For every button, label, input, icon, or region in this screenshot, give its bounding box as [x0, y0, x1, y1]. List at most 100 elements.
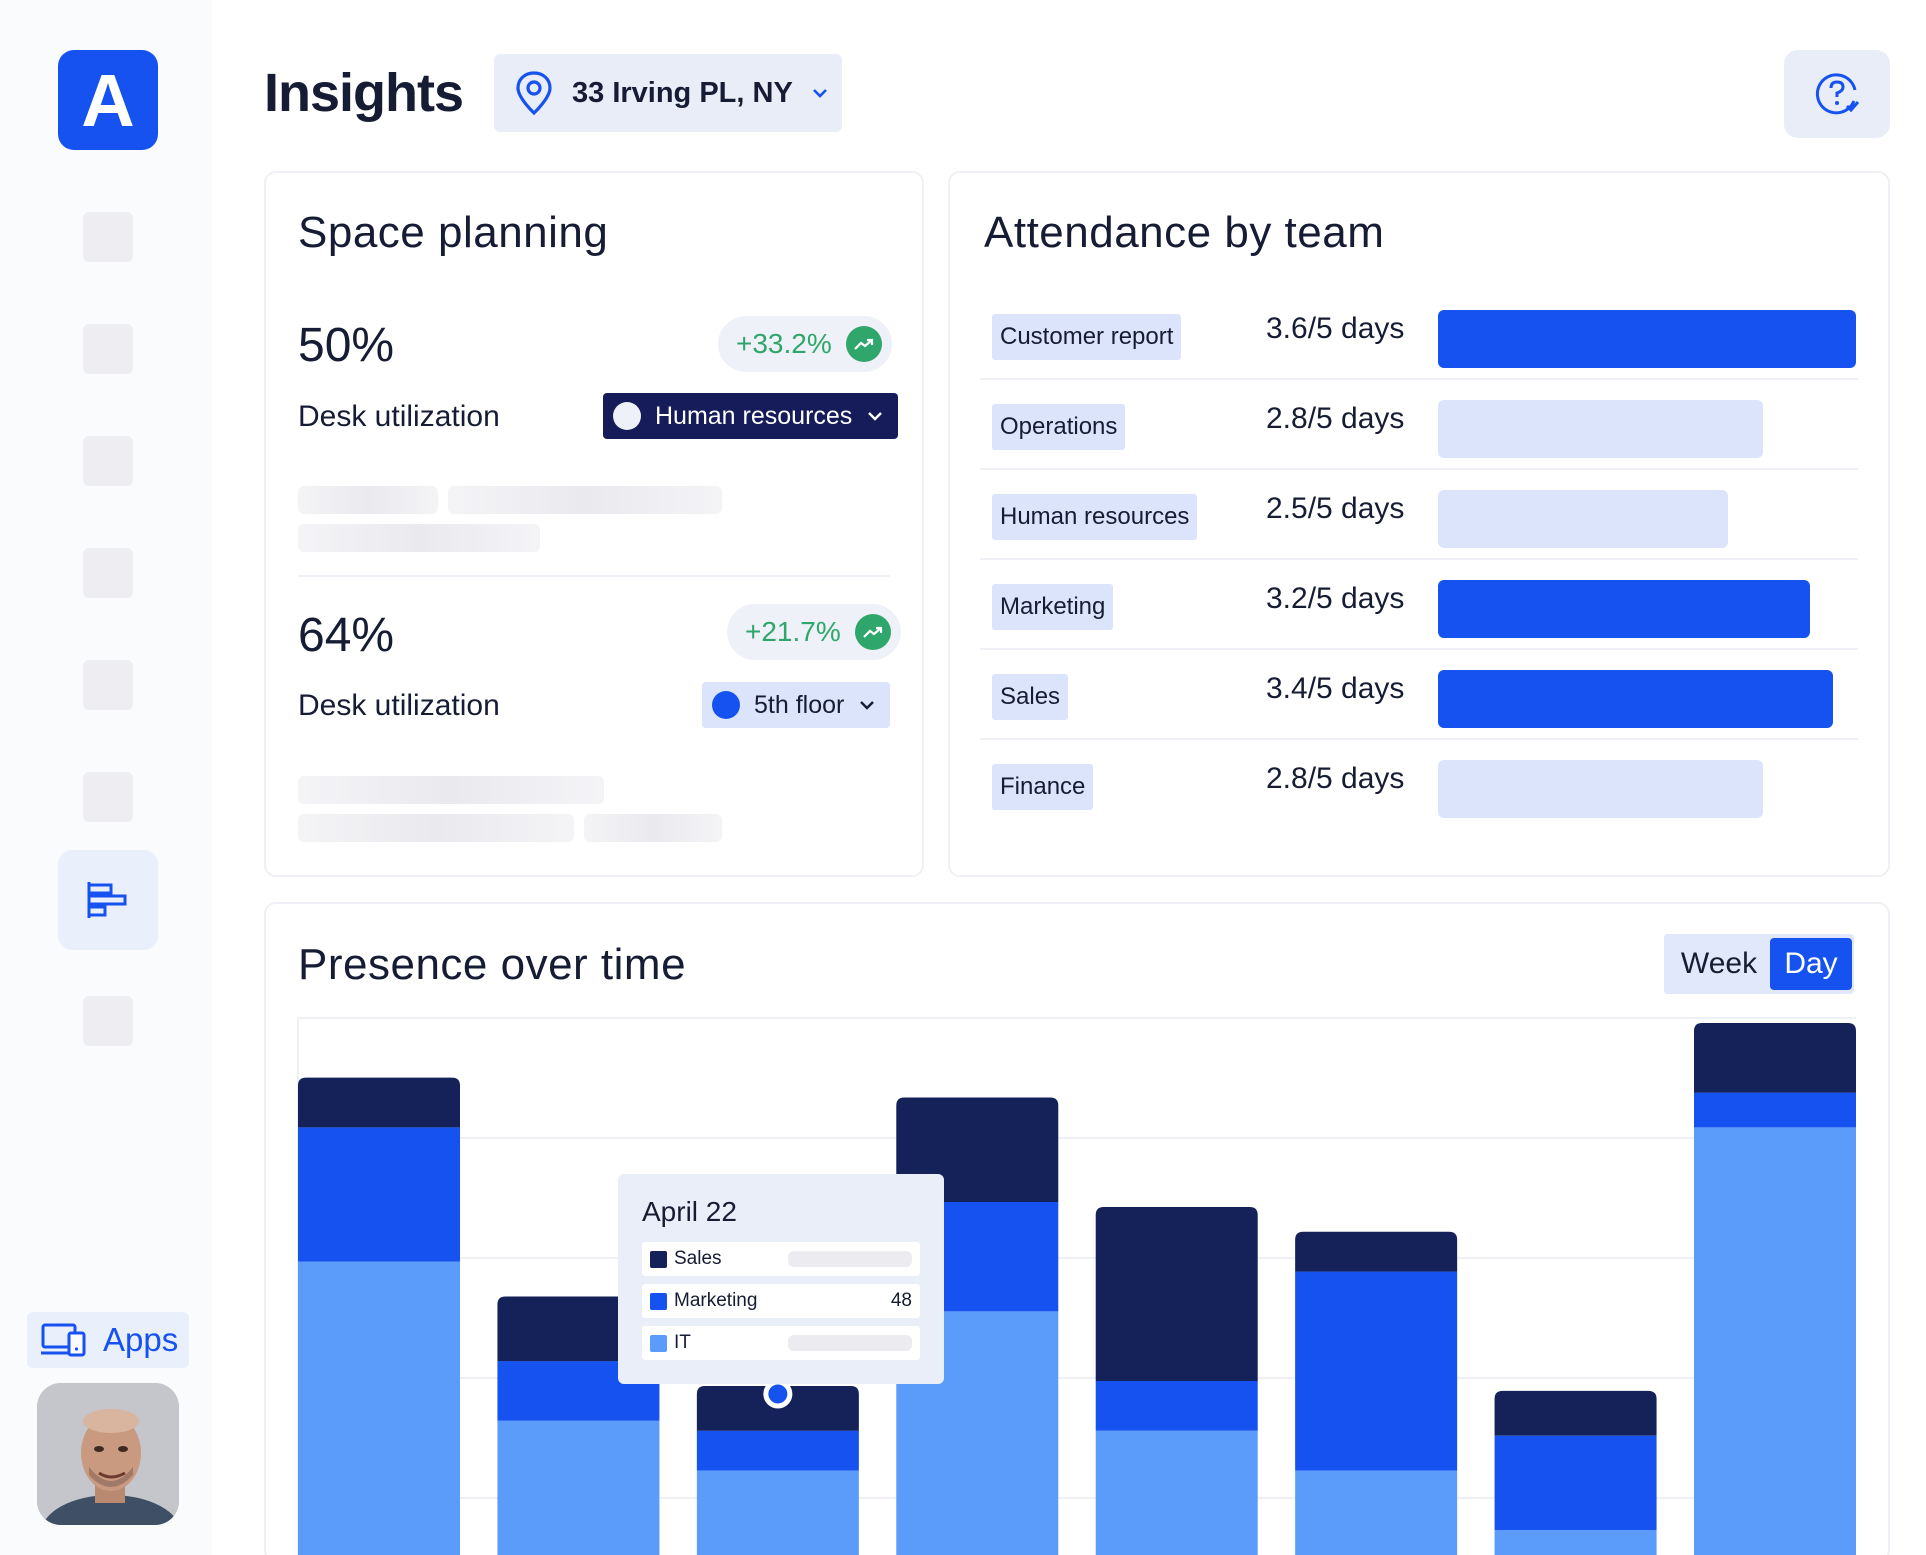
floor-filter-dropdown[interactable]: 5th floor: [702, 682, 891, 728]
team-days: 3.4/5 days: [1266, 672, 1405, 705]
toggle-week[interactable]: Week: [1680, 947, 1758, 980]
avatar-portrait: [37, 1383, 179, 1525]
toggle-day[interactable]: Day: [1770, 938, 1852, 990]
bar-segment-sales: [298, 1077, 460, 1128]
change-badge: +21.7%: [727, 604, 901, 660]
team-days: 3.6/5 days: [1266, 312, 1405, 345]
bar-segment-sales: [1694, 1022, 1856, 1093]
team-tag[interactable]: Marketing: [992, 584, 1114, 630]
chevron-down-icon: [868, 412, 883, 421]
trending-up-icon: [854, 614, 891, 650]
nav-item-placeholder[interactable]: [83, 436, 133, 486]
team-filter-dropdown[interactable]: Human resources: [603, 393, 899, 439]
tooltip-label: Marketing: [674, 1290, 758, 1311]
skeleton-line: [584, 814, 722, 842]
page-title: Insights: [264, 63, 464, 123]
attendance-bar: [1438, 760, 1763, 818]
nav-item-placeholder[interactable]: [83, 772, 133, 822]
legend-swatch: [650, 1293, 667, 1310]
help-button[interactable]: [1784, 50, 1890, 138]
team-tag[interactable]: Human resources: [992, 494, 1198, 540]
metric-value: 64%: [298, 609, 395, 662]
team-tag[interactable]: Sales: [992, 674, 1069, 720]
bar-segment-it: [1095, 1430, 1258, 1555]
nav-item-placeholder[interactable]: [83, 324, 133, 374]
attendance-bar: [1438, 310, 1856, 368]
help-icon: [1815, 73, 1860, 115]
bar-segment-marketing: [298, 1127, 460, 1262]
nav-item-placeholder[interactable]: [83, 996, 133, 1046]
presence-title: Presence over time: [298, 940, 687, 989]
location-selector[interactable]: 33 Irving PL, NY: [494, 54, 842, 132]
attendance-bar: [1438, 670, 1833, 728]
bar-segment-marketing: [696, 1430, 859, 1471]
space-planning-title: Space planning: [298, 208, 609, 257]
metric-value: 50%: [298, 319, 395, 372]
team-days: 3.2/5 days: [1266, 582, 1405, 615]
bar-segment-marketing: [1095, 1380, 1258, 1431]
dropdown-label: Human resources: [655, 401, 853, 430]
nav-item-placeholder[interactable]: [83, 548, 133, 598]
trending-up-icon: [845, 326, 882, 362]
team-row: Customer report 3.6/5 days: [980, 290, 1858, 380]
chevron-down-icon: [812, 89, 827, 98]
bar-segment-marketing: [1494, 1435, 1657, 1531]
team-days: 2.8/5 days: [1266, 402, 1405, 435]
nav-item-insights[interactable]: [58, 850, 158, 950]
chevron-down-icon: [860, 701, 875, 710]
attendance-bar: [1438, 580, 1810, 638]
user-avatar[interactable]: [37, 1383, 179, 1525]
devices-icon: [41, 1323, 86, 1357]
skeleton-line: [788, 1335, 912, 1351]
team-row: Marketing 3.2/5 days: [980, 560, 1858, 650]
team-row: Human resources 2.5/5 days: [980, 470, 1858, 560]
legend-swatch: [650, 1251, 667, 1268]
attendance-title: Attendance by team: [984, 208, 1385, 257]
tooltip-row: Marketing 48: [642, 1284, 920, 1318]
change-value: +33.2%: [736, 328, 832, 359]
chart-tooltip: April 22 Sales Marketing 48 IT: [618, 1174, 944, 1384]
team-days: 2.8/5 days: [1266, 762, 1405, 795]
tooltip-value: 48: [890, 1290, 912, 1311]
bar-chart-icon: [87, 882, 127, 918]
dropdown-label: 5th floor: [754, 690, 845, 719]
tooltip-row: Sales: [642, 1242, 920, 1276]
sidebar: A Apps: [0, 0, 212, 1555]
team-tag[interactable]: Finance: [992, 764, 1094, 810]
tooltip-label: IT: [674, 1332, 691, 1353]
team-tag[interactable]: Operations: [992, 404, 1126, 450]
bar-segment-it: [1295, 1470, 1458, 1555]
bar-segment-marketing: [1694, 1092, 1856, 1128]
tooltip-date: April 22: [642, 1196, 737, 1227]
color-dot: [712, 691, 740, 719]
team-tag[interactable]: Customer report: [992, 314, 1182, 360]
metric-label: Desk utilization: [298, 400, 500, 433]
bar-segment-it: [298, 1261, 460, 1555]
hover-marker: [763, 1379, 793, 1409]
team-row: Sales 3.4/5 days: [980, 650, 1858, 740]
location-label: 33 Irving PL, NY: [572, 76, 793, 109]
nav-item-placeholder[interactable]: [83, 660, 133, 710]
skeleton-line: [298, 524, 540, 552]
bar-segment-it: [1694, 1127, 1856, 1555]
skeleton-line: [298, 486, 438, 514]
skeleton-line: [788, 1251, 912, 1267]
tooltip-label: Sales: [674, 1248, 722, 1269]
team-row: Operations 2.8/5 days: [980, 380, 1858, 470]
divider: [298, 575, 890, 577]
bar-segment-it: [696, 1470, 859, 1555]
metric-label: Desk utilization: [298, 689, 500, 722]
bar-segment-it: [497, 1420, 660, 1555]
bar-segment-it: [1494, 1530, 1657, 1555]
team-row: Finance 2.8/5 days: [980, 740, 1858, 830]
color-dot: [613, 402, 641, 430]
attendance-bar: [1438, 490, 1728, 548]
change-value: +21.7%: [745, 616, 841, 647]
skeleton-line: [298, 776, 604, 804]
apps-button[interactable]: Apps: [27, 1312, 189, 1368]
skeleton-line: [448, 486, 722, 514]
bar-segment-sales: [1494, 1390, 1657, 1436]
app-logo[interactable]: A: [58, 50, 158, 150]
tooltip-row: IT: [642, 1326, 920, 1360]
nav-item-placeholder[interactable]: [83, 212, 133, 262]
